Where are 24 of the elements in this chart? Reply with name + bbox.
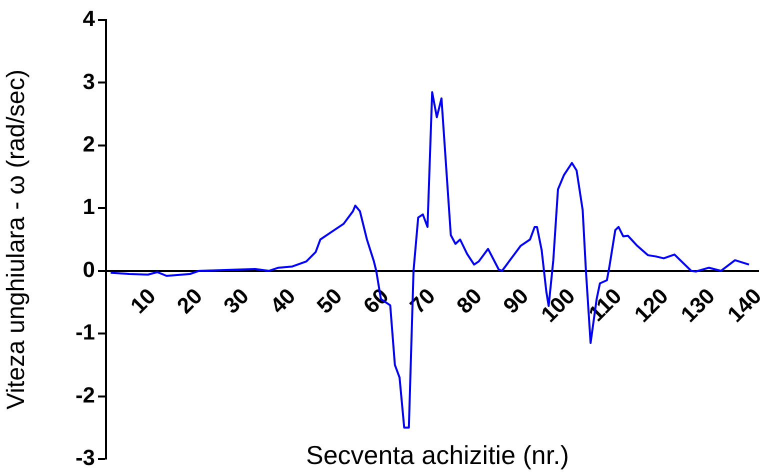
y-tick-label: 2 (82, 131, 95, 156)
x-tick-label: 50 (312, 283, 347, 318)
x-tick-label: 110 (584, 283, 626, 326)
y-tick-label: 3 (82, 68, 95, 94)
x-tick-label: 40 (265, 283, 300, 318)
x-tick-label: 60 (358, 283, 394, 318)
y-tick-label: -2 (75, 382, 95, 408)
y-tick-label: 4 (82, 6, 96, 32)
y-axis-title: Viteza unghiulara - ω (rad/sec) (2, 69, 30, 410)
x-tick-label: 120 (629, 283, 673, 327)
x-tick-label: 100 (536, 283, 580, 327)
y-tick-label: 0 (82, 256, 95, 282)
y-tick-label: -3 (75, 445, 95, 470)
y-tick-label: 1 (82, 194, 95, 220)
x-tick-label: 70 (405, 283, 440, 318)
x-tick-label: 80 (452, 283, 487, 318)
x-axis-title: Secventa achizitie (nr.) (304, 440, 570, 471)
x-tick-label: 20 (172, 283, 208, 318)
y-tick-label: -1 (75, 320, 95, 345)
x-tick-label: 90 (498, 283, 534, 318)
x-tick-label: 30 (218, 283, 254, 318)
x-tick-label: 140 (722, 283, 766, 327)
x-tick-label: 10 (125, 283, 160, 318)
x-tick-label: 130 (676, 283, 720, 327)
